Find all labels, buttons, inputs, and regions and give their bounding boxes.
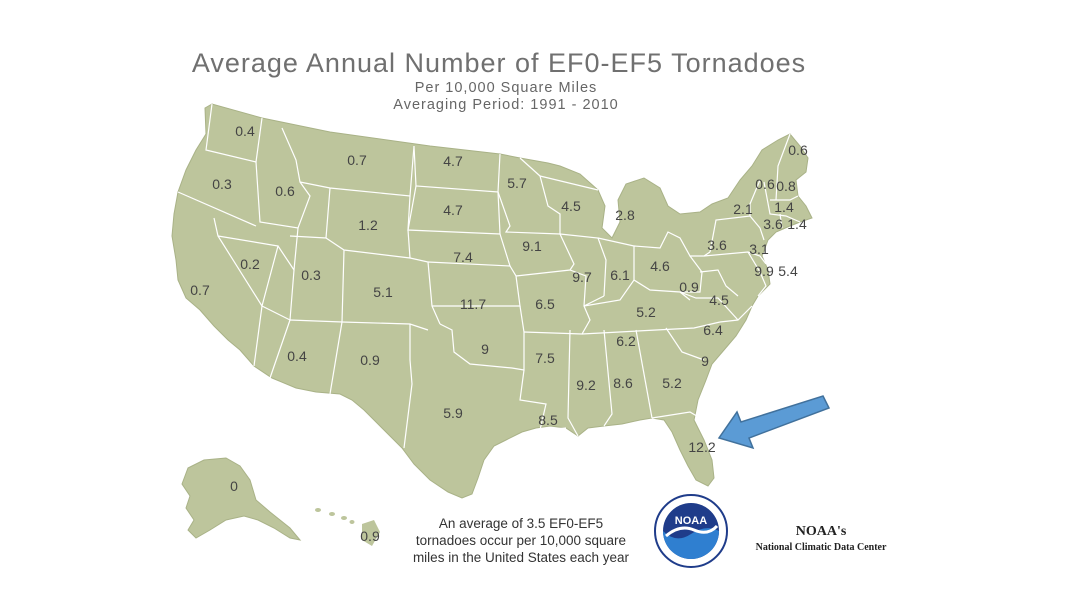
state-value-de: 9.9 — [754, 263, 774, 279]
state-value-ca: 0.7 — [190, 282, 210, 298]
state-value-pa: 3.6 — [707, 237, 727, 253]
state-value-ne: 7.4 — [453, 249, 473, 265]
state-value-ok: 9 — [481, 341, 489, 357]
hawaii — [315, 508, 380, 546]
state-value-mi: 2.8 — [615, 207, 635, 223]
state-value-co: 5.1 — [373, 284, 393, 300]
state-value-az: 0.4 — [287, 348, 307, 364]
state-value-wv: 0.9 — [679, 279, 699, 295]
state-borders — [177, 103, 801, 449]
tornado-average-note: An average of 3.5 EF0-EF5 tornadoes occu… — [412, 516, 630, 565]
alaska — [181, 457, 302, 541]
land-mass — [171, 103, 813, 546]
state-value-nd: 4.7 — [443, 153, 463, 169]
state-value-tn: 6.2 — [616, 333, 636, 349]
state-value-ak: 0 — [230, 478, 238, 494]
state-value-la: 8.5 — [538, 412, 558, 428]
state-value-ks: 11.7 — [459, 296, 487, 312]
state-value-sd: 4.7 — [443, 202, 463, 218]
state-value-al: 8.6 — [613, 375, 633, 391]
map-title: Average Annual Number of EF0-EF5 Tornado… — [191, 48, 807, 78]
state-value-ny: 2.1 — [733, 201, 753, 217]
state-value-fl: 12.2 — [688, 439, 716, 455]
state-value-or: 0.3 — [212, 176, 232, 192]
state-value-md: 5.4 — [778, 263, 798, 279]
state-value-nv: 0.2 — [240, 256, 260, 272]
state-value-oh: 4.6 — [650, 258, 670, 274]
noaa-logo-icon: NOAA — [654, 494, 728, 568]
contiguous-us — [171, 103, 813, 499]
state-value-mo: 6.5 — [535, 296, 555, 312]
state-value-wa: 0.4 — [235, 123, 255, 139]
averaging-period: Averaging Period: 1991 - 2010 — [393, 97, 619, 113]
state-value-ky: 5.2 — [636, 304, 656, 320]
state-value-ms: 9.2 — [576, 377, 596, 393]
noaa-source: NOAA's National Climatic Data Center — [740, 524, 902, 553]
noaa-name: NOAA's — [795, 524, 847, 539]
state-value-ri: 1.4 — [787, 216, 807, 232]
map-subtitle: Per 10,000 Square Miles — [414, 80, 598, 96]
state-value-tx: 5.9 — [443, 405, 463, 421]
state-value-ar: 7.5 — [535, 350, 555, 366]
state-value-ia: 9.1 — [522, 238, 542, 254]
state-value-hi: 0.9 — [360, 528, 380, 544]
state-value-ga: 5.2 — [662, 375, 682, 391]
state-value-nh: 0.8 — [776, 178, 796, 194]
state-value-mt: 0.7 — [347, 152, 367, 168]
state-value-in: 6.1 — [610, 267, 630, 283]
state-value-vt: 0.6 — [755, 176, 775, 192]
state-value-nj: 3.1 — [749, 241, 769, 257]
state-value-wi: 4.5 — [561, 198, 581, 214]
state-value-me: 0.6 — [788, 142, 808, 158]
state-value-il: 9.7 — [572, 269, 592, 285]
state-value-nm: 0.9 — [360, 352, 380, 368]
state-value-va: 4.5 — [709, 292, 729, 308]
state-value-ma: 1.4 — [774, 199, 794, 215]
callout-arrow-icon — [717, 395, 831, 450]
state-value-id: 0.6 — [275, 183, 295, 199]
state-value-nc: 6.4 — [703, 322, 723, 338]
state-value-ct: 3.6 — [763, 216, 783, 232]
svg-text:NOAA: NOAA — [675, 515, 707, 527]
state-value-sc: 9 — [701, 353, 709, 369]
state-value-mn: 5.7 — [507, 175, 527, 191]
ncdc-name: National Climatic Data Center — [755, 542, 887, 553]
state-value-wy: 1.2 — [358, 217, 378, 233]
state-value-ut: 0.3 — [301, 267, 321, 283]
